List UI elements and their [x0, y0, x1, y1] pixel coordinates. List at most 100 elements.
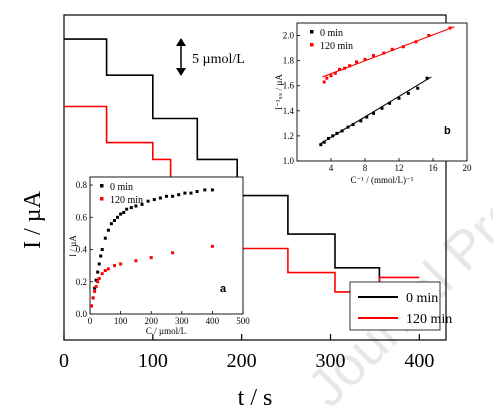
inset-b-point-120-min [401, 45, 405, 49]
legend-b-swatch-120min [310, 43, 314, 47]
inset-b-frame [296, 22, 468, 162]
inset-a-point-0-min [140, 202, 144, 206]
inset-b-point-120-min [382, 51, 386, 55]
inset-b-x-tick-label-16: 16 [429, 163, 439, 173]
inset-a-point-0-min [171, 194, 175, 198]
inset-a-plot: 0 100 200 300 400 500 0.0 0.2 0.4 0.6 0.8 [76, 180, 251, 326]
inset-a-y-tick-label-0.0: 0.0 [76, 309, 88, 319]
main-y-axis-label: I / µA [20, 190, 46, 248]
legend-label-120min: 120 min [406, 312, 452, 327]
inset-b-point-120-min [322, 80, 326, 84]
inset-a-panel-label: a [220, 283, 227, 295]
inset-a-point-0-min [189, 191, 193, 195]
inset-b-point-0-min [346, 125, 350, 129]
inset-a-frame [89, 176, 244, 315]
inset-a-point-0-min [177, 193, 181, 197]
inset-a-point-120-min [94, 285, 98, 289]
inset-b-fit-0-min [320, 76, 432, 144]
legend-b-label-0min: 0 min [320, 28, 343, 39]
inset-a-x-tick-label-500: 500 [236, 316, 250, 326]
inset-a-point-0-min [152, 198, 156, 202]
inset-b-point-120-min [343, 66, 347, 70]
inset-a-point-0-min [116, 215, 119, 219]
inset-b-point-0-min [359, 119, 363, 123]
inset-a-x-tick-label-400: 400 [206, 316, 220, 326]
main-x-tick-label-400: 400 [404, 350, 434, 372]
inset-a-point-120-min [134, 259, 138, 263]
inset-b-point-0-min [416, 86, 420, 90]
inset-a-point-0-min [183, 191, 187, 195]
inset-a-point-120-min [113, 264, 116, 268]
inset-a-point-0-min [103, 236, 107, 240]
inset-b-point-120-min [355, 60, 358, 64]
inset-b-y-tick-label-1.6: 1.6 [283, 81, 295, 91]
inset-a-point-120-min [106, 267, 110, 271]
main-x-tick-label-100: 100 [138, 350, 168, 372]
inset-b-point-120-min [427, 34, 431, 37]
inset-a-x-tick-label-300: 300 [175, 316, 189, 326]
main-x-tick-label-200: 200 [227, 350, 257, 372]
legend-label-0min: 0 min [406, 291, 438, 306]
inset-b-point-0-min [425, 76, 429, 80]
legend-a-label-0min: 0 min [110, 182, 133, 193]
inset-b-point-0-min [331, 134, 335, 138]
inset-a-point-0-min [210, 188, 214, 192]
inset-b-point-120-min [372, 54, 375, 58]
inset-a-point-0-min [100, 248, 104, 251]
main-legend: 0 min 120 min [349, 281, 452, 331]
inset-a-legend: 0 min 120 min [100, 182, 143, 206]
inset-a-point-0-min [122, 211, 126, 214]
inset-a-x-tick-label-100: 100 [114, 316, 128, 326]
inset-a-point-120-min [90, 304, 93, 308]
inset-b-x-tick-label-8: 8 [363, 163, 368, 173]
inset-b-point-0-min [335, 131, 339, 135]
inset-b-x-tick-label-4: 4 [329, 163, 334, 173]
inset-a-point-120-min [93, 289, 97, 293]
legend-a-swatch-120min [100, 197, 104, 201]
inset-a-point-0-min [125, 207, 129, 211]
inset-a-point-120-min [103, 269, 107, 272]
main-x-ticks: 0 100 200 300 400 [59, 334, 434, 372]
inset-b-x-tick-label-12: 12 [395, 163, 404, 173]
inset-a-y-tick-label-0.8: 0.8 [76, 180, 88, 190]
inset-b-y-tick-label-2.0: 2.0 [283, 31, 295, 41]
inset-b-point-120-min [414, 40, 418, 44]
inset-a-point-120-min [210, 244, 214, 248]
inset-b-y-tick-label-1.0: 1.0 [283, 156, 295, 166]
inset-b-point-0-min [372, 111, 375, 115]
main-x-tick-label-0: 0 [59, 350, 69, 372]
inset-b-legend: 0 min 120 min [310, 28, 353, 52]
inset-a-point-0-min [146, 199, 150, 203]
inset-a-point-0-min [119, 212, 123, 216]
inset-b-point-0-min [322, 140, 326, 144]
inset-b-point-0-min [326, 136, 330, 140]
inset-a-point-0-min [165, 194, 168, 198]
inset-a-point-120-min [96, 280, 100, 284]
inset-a-point-120-min [91, 296, 95, 300]
legend-a-swatch-0min [100, 184, 104, 188]
inset-a-point-0-min [97, 262, 101, 266]
inset-b-panel-label: b [444, 125, 451, 137]
main-x-tick-label-300: 300 [316, 350, 346, 372]
inset-a-point-120-min [100, 272, 104, 276]
inset-a-y-tick-label-0.6: 0.6 [76, 212, 88, 222]
inset-a-x-tick-label-200: 200 [144, 316, 158, 326]
inset-b-point-0-min [319, 143, 323, 147]
legend-b-swatch-0min [310, 30, 314, 34]
inset-a-y-axis-label: I / µA [68, 235, 78, 257]
inset-a-x-axis-label: C / µmol/L [146, 326, 186, 336]
inset-a-point-0-min [93, 286, 97, 290]
inset-b-x-axis-label: C⁻¹ / (mmol/L)⁻¹ [351, 175, 414, 185]
inset-a-y-tick-label-0.2: 0.2 [76, 277, 87, 287]
inset-b-y-tick-label-1.8: 1.8 [283, 56, 295, 66]
legend-b-label-120min: 120 min [320, 41, 353, 52]
inset-b-point-120-min [333, 71, 337, 75]
main-plot-frame [63, 14, 447, 341]
legend-a-label-120min: 120 min [110, 195, 143, 206]
inset-b-point-120-min [448, 26, 452, 30]
scale-annotation: 5 µmol/L [176, 38, 245, 76]
inset-b-point-120-min [348, 64, 352, 68]
inset-a-point-0-min [129, 206, 133, 210]
inset-a-y-tick-label-0.4: 0.4 [76, 245, 88, 255]
